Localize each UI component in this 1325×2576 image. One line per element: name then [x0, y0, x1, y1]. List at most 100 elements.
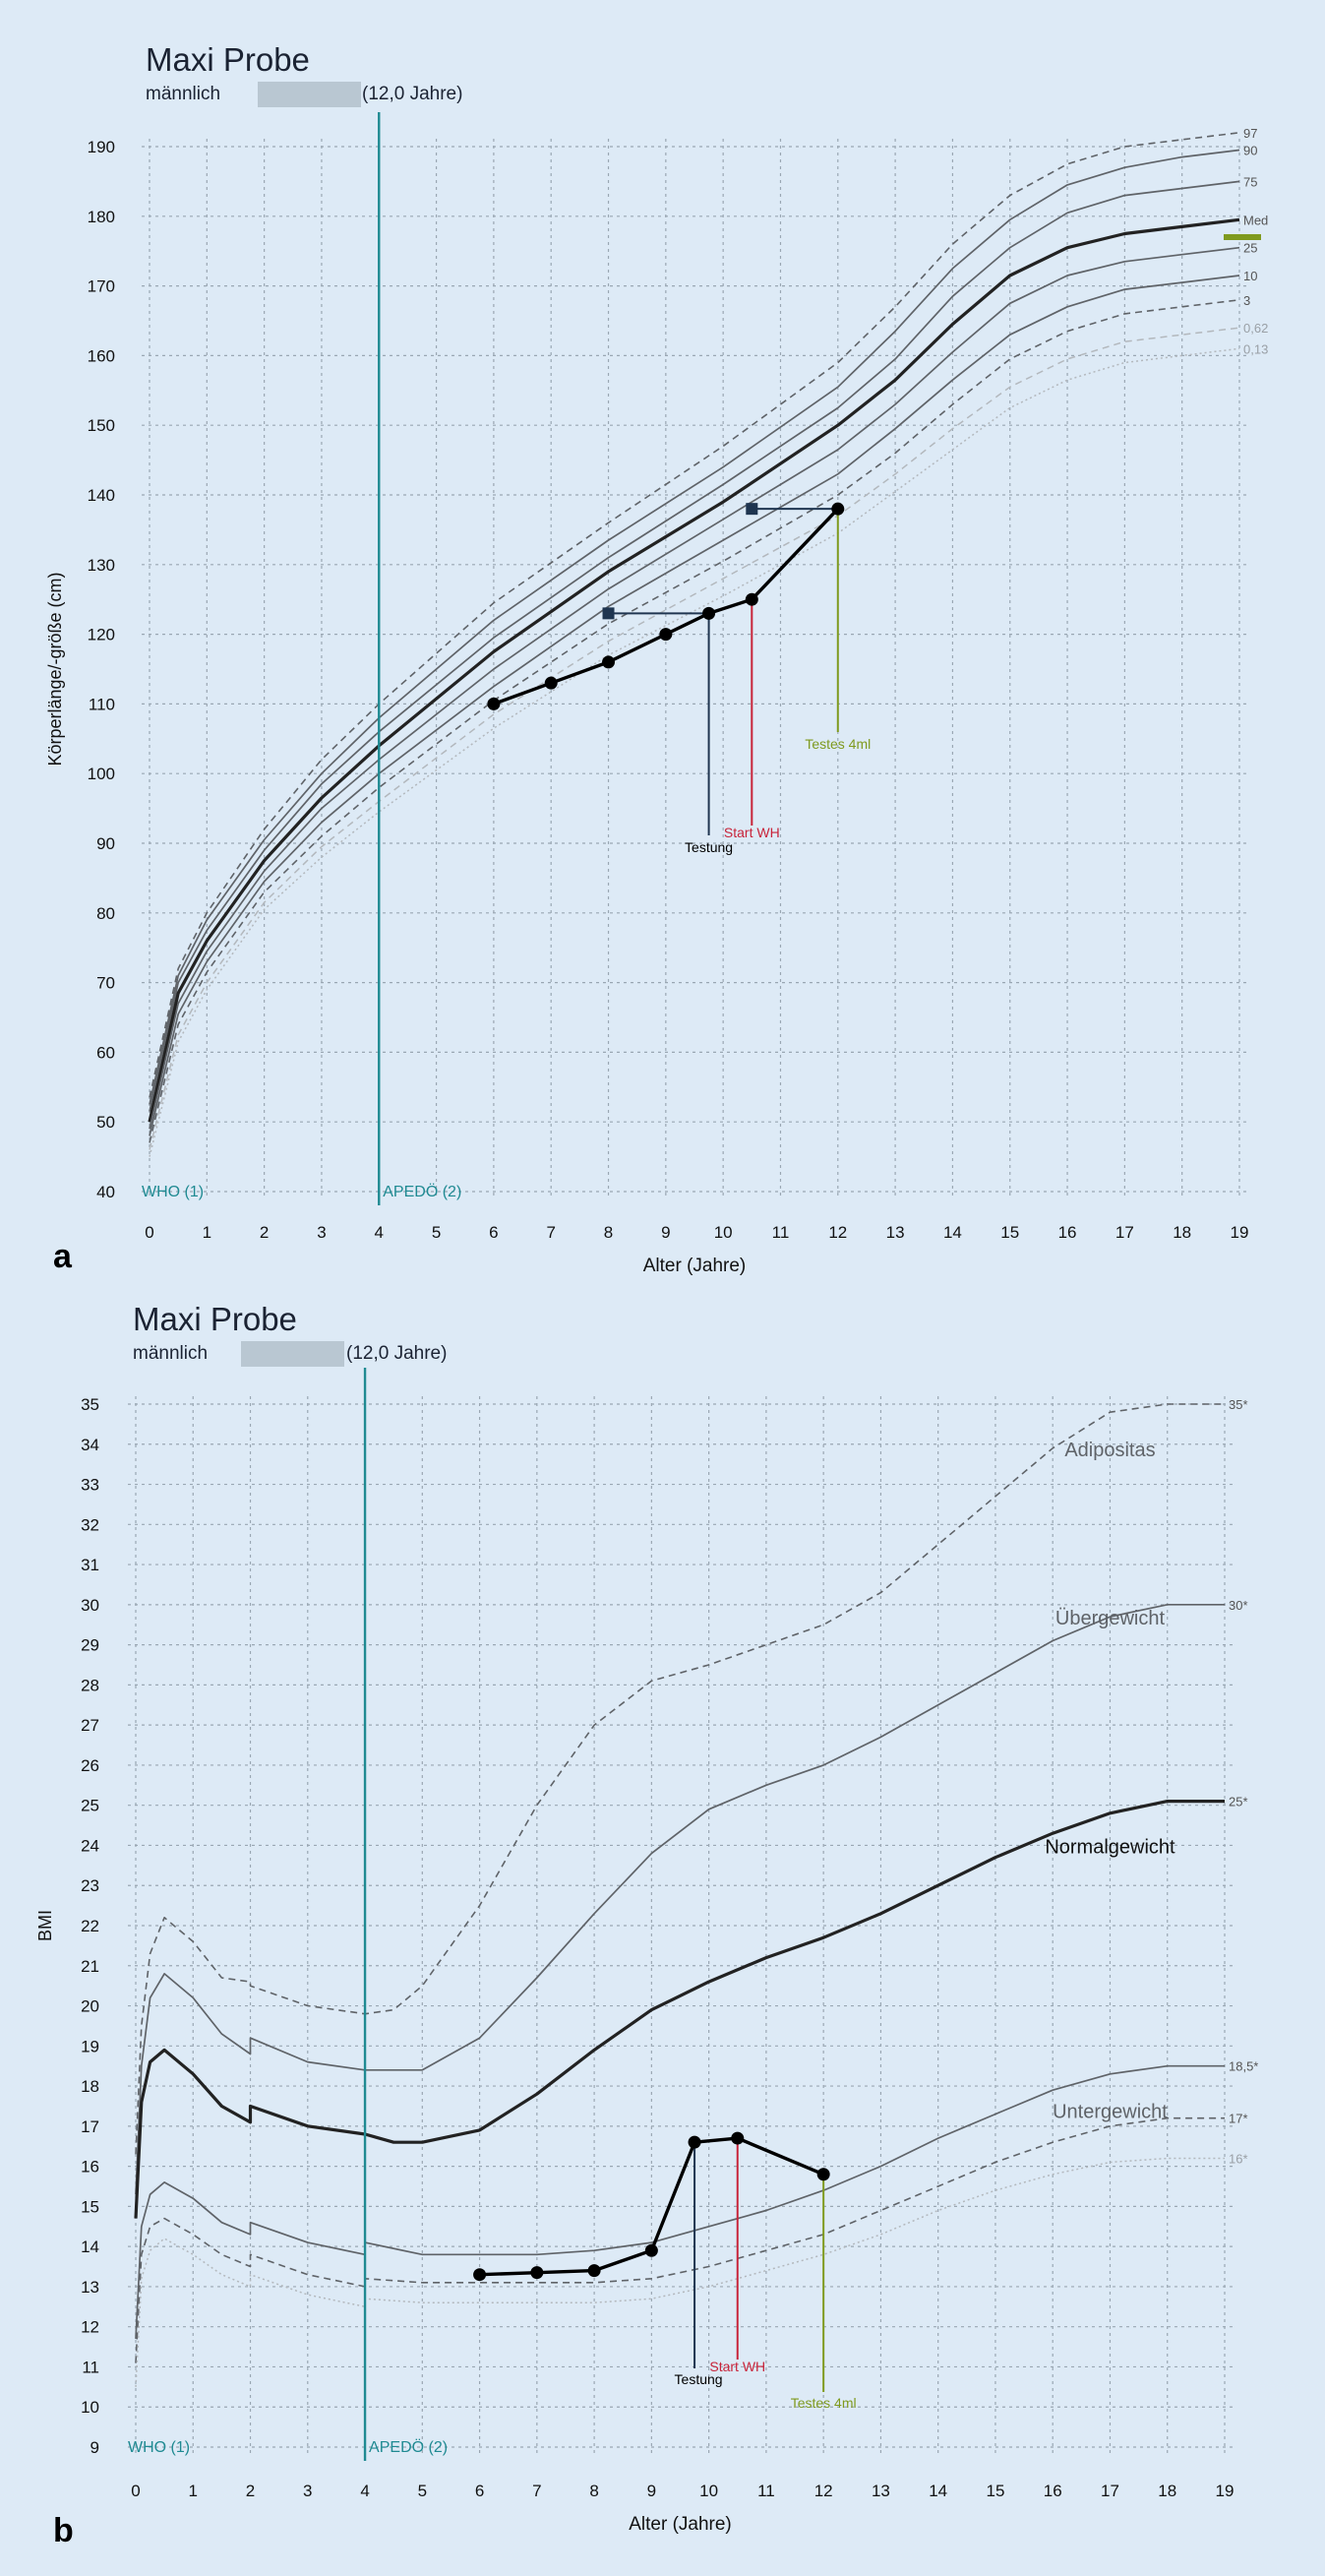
- x-tick-label: 12: [814, 2482, 833, 2500]
- centile-label: 35*: [1229, 1397, 1248, 1412]
- y-tick-label: 24: [81, 1836, 99, 1855]
- reference-line-label: APEDÖ (2): [369, 2438, 448, 2456]
- centile-line: [135, 2157, 1225, 2387]
- x-tick-label: 15: [1000, 1223, 1019, 1242]
- y-tick-label: 20: [81, 1997, 99, 2016]
- y-tick-label: 19: [81, 2037, 99, 2055]
- x-tick-label: 19: [1231, 1223, 1249, 1242]
- centile-line: [149, 347, 1240, 1157]
- y-tick-label: 140: [88, 486, 115, 505]
- x-tick-label: 3: [317, 1223, 326, 1242]
- centile-label: 75: [1243, 174, 1257, 189]
- x-tick-label: 17: [1115, 1223, 1134, 1242]
- y-tick-label: 34: [81, 1436, 99, 1454]
- y-tick-label: 70: [96, 974, 115, 993]
- centile-label: 25*: [1229, 1795, 1248, 1809]
- y-tick-label: 16: [81, 2158, 99, 2177]
- x-tick-label: 13: [886, 1223, 905, 1242]
- x-tick-label: 11: [757, 2482, 775, 2500]
- x-tick-label: 11: [772, 1223, 790, 1242]
- y-tick-label: 14: [81, 2238, 99, 2256]
- event-label: Start WH: [724, 825, 780, 840]
- centile-line: [135, 1403, 1225, 2155]
- centile-line: [148, 217, 1240, 1123]
- x-tick-label: 9: [647, 2482, 656, 2500]
- age-label: (12,0 Jahre): [362, 84, 463, 104]
- chart-title: Maxi Probe: [133, 1301, 297, 1337]
- x-tick-label: 16: [1058, 1223, 1077, 1242]
- centile-line: [149, 246, 1240, 1130]
- centile-label: Med: [1243, 213, 1268, 227]
- source-label: WHO (1): [142, 1184, 204, 1200]
- centile-label: 10: [1243, 269, 1257, 283]
- sex-label: männlich: [146, 84, 221, 104]
- x-tick-label: 0: [145, 1223, 153, 1242]
- patient-point: [544, 676, 558, 690]
- x-tick-label: 0: [131, 2482, 140, 2500]
- patient-point: [831, 502, 845, 516]
- y-tick-label: 31: [81, 1556, 99, 1574]
- patient-point: [731, 2131, 745, 2145]
- y-tick-label: 180: [88, 208, 115, 226]
- x-tick-label: 7: [532, 2482, 541, 2500]
- y-tick-label: 17: [81, 2117, 99, 2136]
- x-tick-label: 13: [872, 2482, 890, 2500]
- x-tick-label: 15: [986, 2482, 1004, 2500]
- centile-line: [149, 180, 1240, 1112]
- centile-line: [149, 132, 1240, 1098]
- bone-age-marker: [746, 503, 758, 516]
- source-label: WHO (1): [128, 2439, 190, 2456]
- x-tick-label: 18: [1173, 1223, 1191, 1242]
- centile-label: 3: [1243, 293, 1250, 308]
- zone-label: Übergewicht: [1055, 1608, 1166, 1629]
- event-label: Testung: [675, 2371, 723, 2387]
- y-tick-label: 27: [81, 1716, 99, 1735]
- y-tick-label: 190: [88, 138, 115, 156]
- y-tick-label: 18: [81, 2077, 99, 2096]
- y-tick-label: 40: [96, 1183, 115, 1201]
- x-tick-label: 14: [943, 1223, 962, 1242]
- y-tick-label: 12: [81, 2318, 99, 2337]
- y-tick-label: 32: [81, 1515, 99, 1534]
- bone-age-marker: [602, 607, 615, 620]
- y-tick-label: 9: [90, 2438, 99, 2457]
- x-tick-label: 1: [203, 1223, 211, 1242]
- patient-point: [602, 655, 616, 669]
- x-tick-label: 1: [189, 2482, 198, 2500]
- y-tick-label: 90: [96, 834, 115, 853]
- centile-line: [135, 1603, 1225, 2195]
- x-tick-label: 19: [1216, 2482, 1235, 2500]
- x-tick-label: 14: [929, 2482, 947, 2500]
- y-tick-label: 11: [82, 2358, 99, 2376]
- centile-label: 18,5*: [1229, 2059, 1258, 2074]
- x-tick-label: 4: [360, 2482, 369, 2500]
- y-tick-label: 50: [96, 1113, 115, 1132]
- patient-point: [587, 2264, 601, 2278]
- zone-label: Untergewicht: [1053, 2102, 1168, 2123]
- centile-line: [149, 149, 1240, 1105]
- centile-line: [149, 299, 1240, 1143]
- y-tick-label: 22: [81, 1917, 99, 1935]
- redacted-name: [241, 1341, 344, 1367]
- x-tick-label: 2: [260, 1223, 269, 1242]
- x-tick-label: 2: [246, 2482, 255, 2500]
- centile-label: 0,62: [1243, 321, 1268, 336]
- y-tick-label: 10: [81, 2398, 99, 2417]
- sex-label: männlich: [133, 1343, 209, 1364]
- x-tick-label: 5: [418, 2482, 427, 2500]
- y-tick-label: 35: [81, 1395, 99, 1414]
- x-axis-label: Alter (Jahre): [643, 1256, 747, 1276]
- event-label: Testes 4ml: [791, 2395, 857, 2411]
- y-tick-label: 13: [81, 2278, 99, 2297]
- x-tick-label: 6: [475, 2482, 484, 2500]
- x-tick-label: 4: [375, 1223, 384, 1242]
- patient-point: [702, 606, 716, 620]
- x-axis-label: Alter (Jahre): [629, 2514, 732, 2535]
- x-tick-label: 10: [699, 2482, 718, 2500]
- y-tick-label: 33: [81, 1476, 99, 1495]
- y-tick-label: 130: [88, 556, 115, 575]
- y-tick-label: 160: [88, 346, 115, 365]
- centile-line: [135, 2064, 1225, 2339]
